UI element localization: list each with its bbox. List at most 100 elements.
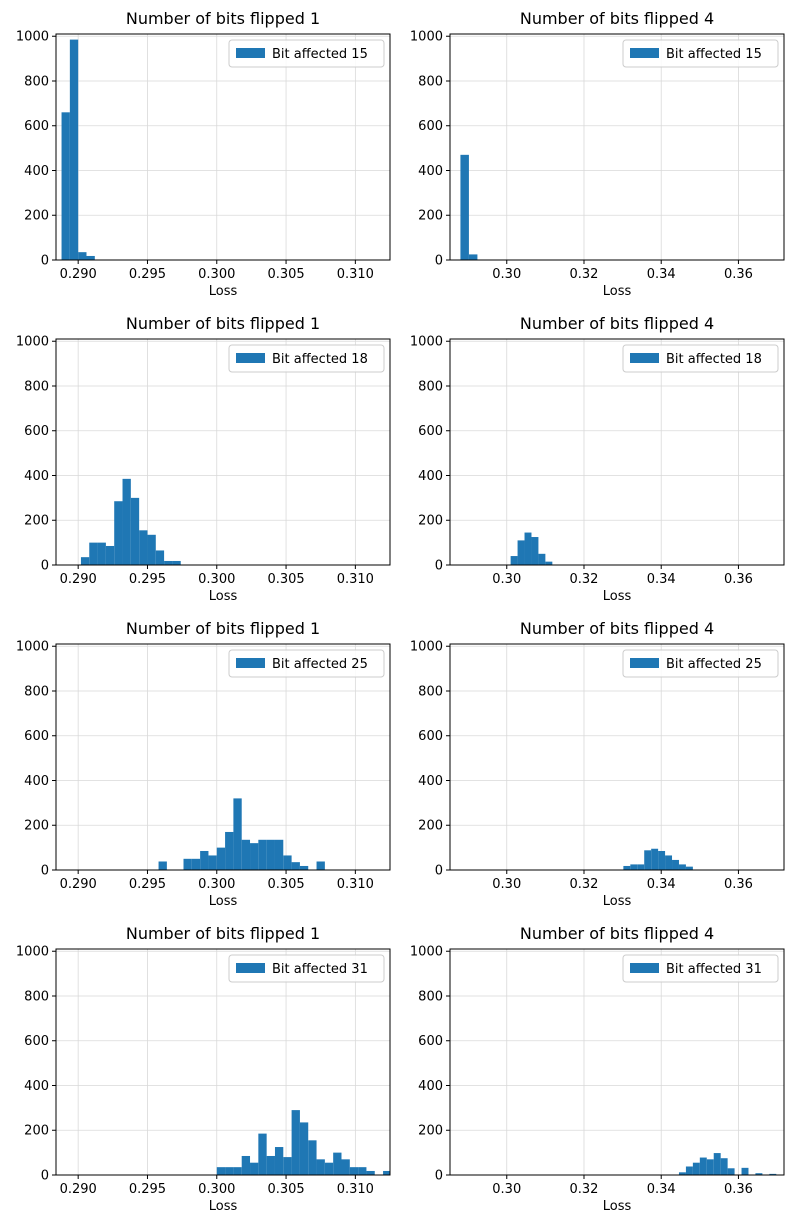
histogram-bar (665, 855, 673, 870)
legend: Bit affected 25 (622, 649, 779, 678)
legend-swatch (630, 48, 659, 58)
legend-label: Bit affected 18 (272, 352, 368, 367)
subplot-5: 0.290 0.295 0.300 0.305 0.310 0 200 400 600 800 10… (16, 619, 391, 909)
y-tick-label: 400 (418, 1079, 443, 1094)
histogram-bar (713, 1153, 721, 1175)
x-axis-label: Loss (603, 1199, 632, 1214)
legend-box (228, 344, 385, 373)
x-axis-label: Loss (209, 589, 238, 604)
histogram-bar (308, 1140, 317, 1175)
legend: Bit affected 31 (622, 954, 779, 983)
histogram-bar (233, 1167, 242, 1175)
histogram-bar (97, 542, 106, 565)
y-tick-label: 0 (435, 864, 443, 879)
y-tick-label: 800 (418, 379, 443, 394)
x-tick-label: 0.36 (724, 572, 753, 587)
histogram-bar (200, 850, 209, 870)
axes-frame (55, 33, 391, 261)
axes-frame (55, 948, 391, 1176)
histogram-bar (89, 542, 98, 565)
histogram-bar (291, 862, 300, 870)
legend: Bit affected 18 (228, 344, 385, 373)
x-tick-label: 0.305 (267, 267, 304, 282)
y-tick-label: 600 (24, 424, 49, 439)
histogram-bar (241, 839, 251, 870)
y-tick-label: 800 (418, 684, 443, 699)
legend-label: Bit affected 25 (666, 657, 762, 672)
x-tick-label: 0.32 (570, 1182, 599, 1197)
y-tick-label: 200 (24, 1124, 49, 1139)
histogram-bars (158, 798, 325, 870)
x-tick-label: 0.34 (647, 877, 676, 892)
histogram-bar (685, 1166, 693, 1175)
legend-box (622, 344, 779, 373)
legend: Bit affected 18 (622, 344, 779, 373)
histogram-bar (333, 1152, 342, 1175)
histogram-bar (208, 855, 217, 870)
y-tick-label: 800 (24, 379, 49, 394)
legend-label: Bit affected 25 (272, 657, 368, 672)
histogram-bar (692, 1162, 700, 1175)
x-tick-label: 0.300 (198, 877, 235, 892)
histogram-bar (225, 1167, 234, 1175)
histogram-bar (122, 478, 131, 565)
legend-box (622, 954, 779, 983)
axes-frame (449, 643, 785, 871)
y-tick-label: 1000 (410, 640, 443, 655)
histogram-bar (158, 861, 167, 870)
subplot-7: 0.290 0.295 0.300 0.305 0.310 0 200 400 600 800 10… (16, 924, 399, 1214)
chart-title: Number of bits flipped 4 (520, 924, 714, 943)
histogram-bar (216, 847, 226, 870)
histogram-bar (720, 1158, 728, 1175)
axes-frame (449, 33, 785, 261)
histogram-bar (358, 1167, 367, 1175)
x-tick-label: 0.34 (647, 267, 676, 282)
legend-label: Bit affected 15 (272, 47, 368, 62)
y-tick-label: 200 (24, 514, 49, 529)
y-tick-label: 600 (418, 119, 443, 134)
x-axis-label: Loss (603, 589, 632, 604)
histogram-bar (114, 501, 123, 565)
y-tick-label: 1000 (410, 335, 443, 350)
histogram-bar (258, 1133, 267, 1175)
histogram-bar (706, 1159, 714, 1175)
y-tick-label: 400 (418, 469, 443, 484)
histogram-bar (291, 1110, 300, 1175)
histogram-bar (155, 550, 165, 565)
y-tick-label: 400 (24, 1079, 49, 1094)
y-tick-label: 800 (24, 74, 49, 89)
histogram-bar (139, 530, 148, 565)
x-tick-label: 0.290 (60, 877, 97, 892)
x-tick-label: 0.295 (129, 877, 166, 892)
histogram-bar (172, 560, 181, 565)
histogram-bar (86, 255, 95, 260)
chart-title: Number of bits flipped 1 (126, 619, 320, 638)
x-tick-label: 0.34 (647, 572, 676, 587)
histogram-bar (391, 1171, 399, 1175)
x-tick-label: 0.290 (60, 1182, 97, 1197)
x-tick-label: 0.290 (60, 572, 97, 587)
histogram-bars (623, 848, 693, 870)
y-tick-label: 0 (435, 559, 443, 574)
histogram-bar (105, 545, 115, 565)
y-tick-label: 0 (435, 254, 443, 269)
legend-swatch (236, 658, 265, 668)
y-tick-label: 0 (41, 254, 49, 269)
histogram-bar (164, 560, 173, 565)
histogram-bar (630, 864, 638, 870)
legend-box (228, 39, 385, 68)
legend-swatch (630, 963, 659, 973)
histogram-bar (755, 1173, 763, 1175)
histogram-bar (651, 848, 659, 870)
x-tick-label: 0.32 (570, 877, 599, 892)
histogram-bars (460, 154, 478, 260)
histogram-bar (274, 1147, 284, 1175)
x-axis-label: Loss (209, 894, 238, 909)
legend-swatch (236, 963, 265, 973)
x-tick-label: 0.36 (724, 267, 753, 282)
histogram-bar (250, 1162, 259, 1175)
histogram-bar (250, 843, 259, 870)
x-tick-label: 0.30 (492, 267, 521, 282)
y-tick-label: 0 (41, 1169, 49, 1184)
x-tick-label: 0.310 (337, 572, 374, 587)
